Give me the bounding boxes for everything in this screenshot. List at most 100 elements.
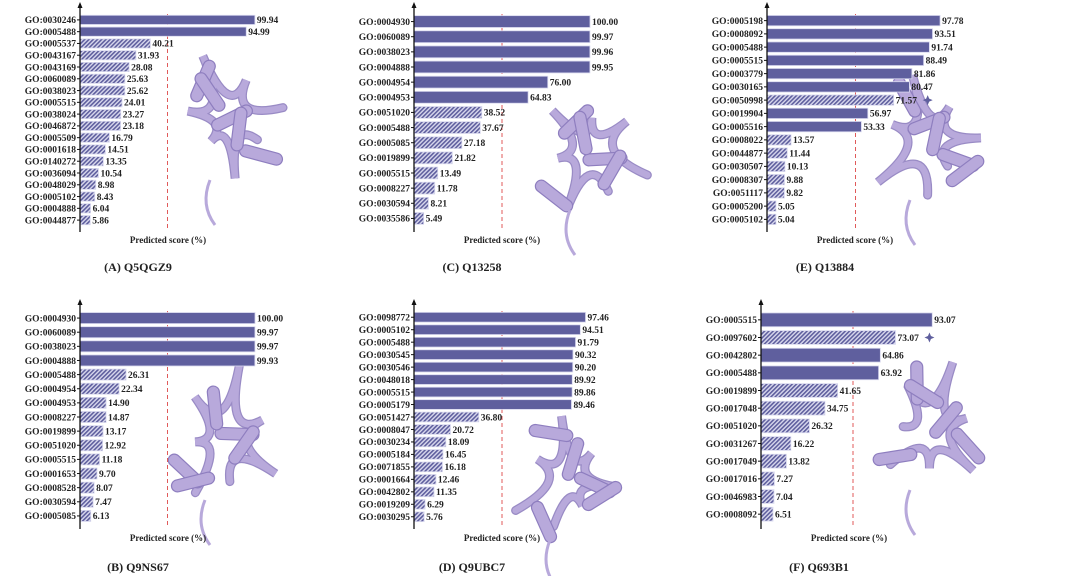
data-label: 76.00 [550, 78, 572, 88]
y-tick-label: GO:0030594 [25, 498, 76, 508]
bar [760, 383, 839, 398]
bar [79, 439, 104, 452]
y-tick-label: GO:0019899 [706, 387, 757, 397]
chart-panel: GO:0098772 97.46 GO:0005102 94.51 GO:0005488… [359, 299, 623, 576]
data-label: 80.47 [911, 83, 933, 93]
y-tick-label: GO:0005516 [712, 123, 763, 133]
y-tick-label: GO:0030246 [25, 16, 76, 26]
y-tick-label: GO:0048018 [359, 376, 410, 386]
protein-helix [206, 385, 224, 431]
y-tick-label: GO:0008092 [712, 30, 763, 40]
bar [760, 436, 792, 451]
bar [766, 68, 913, 80]
bar [760, 365, 880, 381]
data-label: 26.32 [811, 422, 833, 432]
y-tick-label: GO:0030546 [359, 363, 410, 373]
panel-caption: (A) Q5QGZ9 [104, 260, 172, 274]
data-label: 100.00 [592, 18, 618, 28]
x-axis-label: Predicted score (%) [130, 533, 206, 543]
y-tick-label: GO:0004888 [25, 357, 76, 367]
chart-panel: GO:0004930 100.00 GO:0060089 99.97 GO:003802… [359, 2, 652, 274]
bar [760, 400, 826, 416]
data-label: 97.46 [588, 314, 610, 324]
data-label: 100.00 [257, 314, 283, 324]
bar [766, 213, 777, 225]
bar [79, 73, 126, 84]
data-label: 16.45 [445, 451, 467, 461]
bar [413, 399, 572, 410]
data-label: 6.51 [775, 510, 792, 520]
y-tick-label: GO:0019904 [712, 110, 763, 120]
data-label: 99.97 [257, 329, 279, 339]
y-tick-label: GO:0097602 [706, 334, 757, 344]
y-tick-label: GO:0004954 [359, 78, 410, 88]
bar [79, 97, 123, 108]
bar [413, 511, 425, 523]
protein-helix [926, 111, 946, 157]
protein-structure-image [872, 360, 986, 536]
bar [413, 436, 447, 448]
protein-helix [170, 471, 216, 493]
data-label: 9.88 [786, 176, 803, 186]
y-tick-label: GO:0044877 [25, 216, 76, 226]
y-tick-label: GO:0060089 [359, 33, 410, 43]
bar [766, 81, 910, 93]
bar [760, 347, 881, 363]
data-label: 8.07 [96, 484, 113, 494]
x-axis-label: Predicted score (%) [464, 533, 540, 543]
data-label: 99.95 [592, 63, 614, 73]
y-tick-label: GO:0046983 [706, 493, 757, 503]
bar [79, 156, 104, 167]
x-axis-label: Predicted score (%) [464, 235, 540, 245]
data-label: 18.09 [448, 438, 470, 448]
bar [413, 486, 435, 498]
bar [79, 14, 256, 25]
bar [766, 107, 869, 119]
y-tick-label: GO:0030545 [359, 351, 410, 361]
protein-helix [194, 72, 226, 112]
data-label: 8.43 [97, 193, 114, 203]
data-label: 88.49 [926, 57, 948, 67]
bar [79, 120, 121, 131]
axis-arrow-icon [77, 299, 83, 305]
bar [766, 15, 941, 27]
protein-helix [597, 149, 627, 191]
bar [79, 425, 104, 438]
y-tick-label: GO:0005515 [359, 388, 410, 398]
y-tick-label: GO:0036094 [25, 169, 76, 179]
y-tick-label: GO:0019899 [359, 154, 410, 164]
y-tick-label: GO:0005537 [25, 40, 76, 50]
y-tick-label: GO:0008307 [712, 176, 763, 186]
bar [413, 212, 425, 225]
data-label: 22.34 [121, 385, 143, 395]
star-marker-icon [922, 95, 933, 106]
y-tick-label: GO:0005515 [25, 99, 76, 109]
protein-helix [528, 423, 574, 443]
bar [79, 85, 126, 96]
bar [79, 144, 106, 155]
y-tick-label: GO:0005488 [706, 369, 757, 379]
data-label: 94.51 [582, 326, 604, 336]
y-tick-label: GO:0051020 [706, 422, 757, 432]
y-tick-label: GO:0042802 [359, 488, 410, 498]
bar [79, 453, 100, 466]
y-tick-label: GO:0004930 [25, 314, 76, 324]
data-label: 99.97 [592, 33, 614, 43]
data-label: 64.86 [882, 351, 904, 361]
data-label: 9.70 [99, 470, 116, 480]
data-label: 11.18 [102, 456, 123, 466]
data-label: 14.51 [107, 146, 129, 156]
data-label: 16.22 [793, 440, 815, 450]
data-label: 90.32 [575, 351, 597, 361]
protein-structure-image [511, 415, 623, 576]
bar [79, 38, 151, 49]
protein-loop [564, 209, 577, 256]
bar [413, 106, 483, 119]
y-tick-label: GO:0038023 [359, 48, 410, 58]
y-tick-label: GO:0051020 [25, 442, 76, 452]
data-label: 10.54 [100, 169, 122, 179]
data-label: 12.92 [105, 442, 127, 452]
bar [413, 411, 480, 423]
bar [413, 75, 549, 89]
data-label: 21.82 [454, 154, 476, 164]
